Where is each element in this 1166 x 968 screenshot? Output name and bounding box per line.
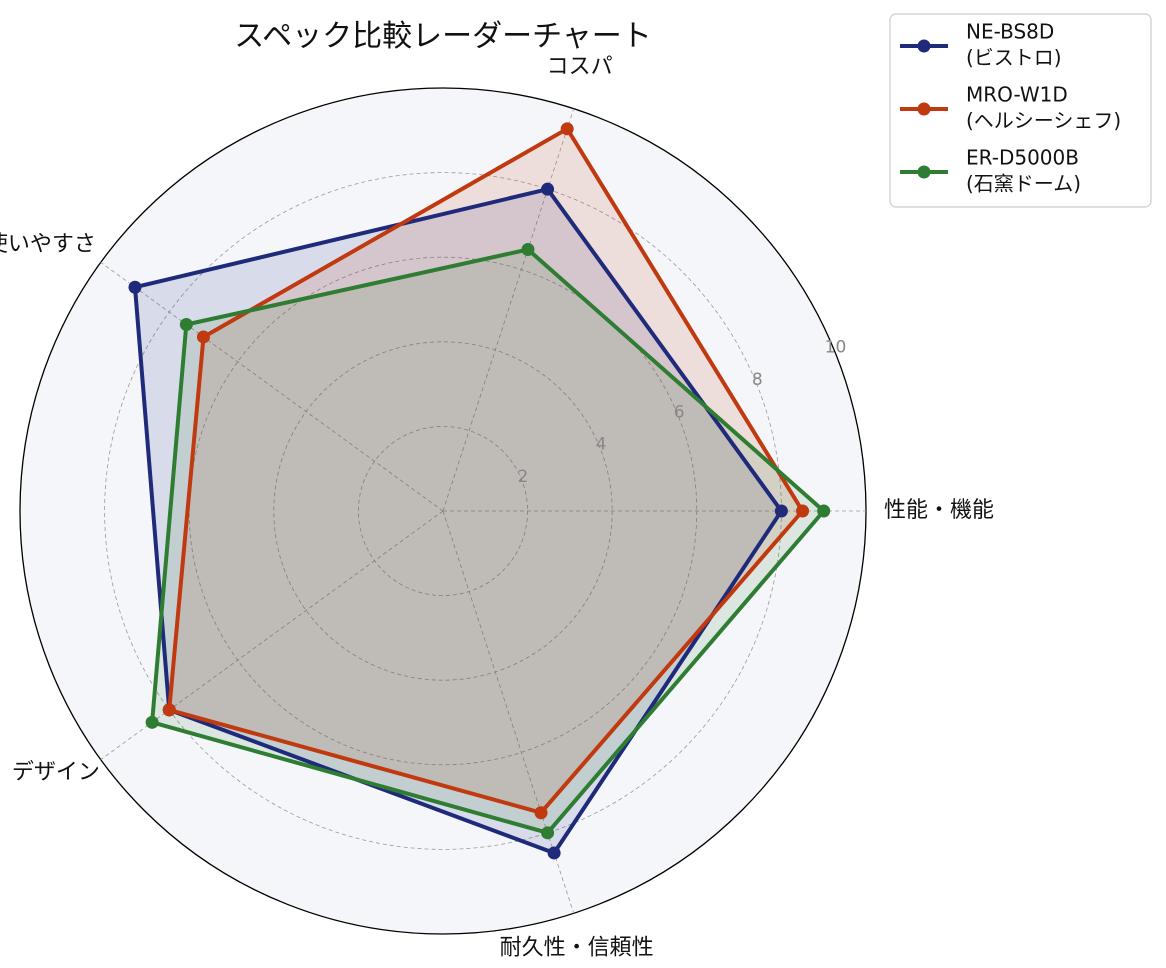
spoke-3 [100,510,444,760]
axis-label-3: デザイン [12,760,100,785]
legend-sublabel-er-d5000b: (石窯ドーム) [966,172,1081,196]
r-tick-label-2: 2 [517,467,528,487]
legend-marker-mro-w1d [917,102,931,116]
r-tick-label-10: 10 [825,338,847,358]
series-line-ne-bs8d [133,187,784,855]
data-point-mro-w1d-0 [796,504,810,518]
axis-label-4: 耐久性・信頼性 [500,936,654,961]
data-point-er-d5000b-1 [521,243,535,257]
r-tick-label-8: 8 [752,370,763,390]
legend-marker-ne-bs8d [917,39,931,53]
data-point-ne-bs8d-4 [547,846,561,860]
data-point-ne-bs8d-1 [541,182,555,196]
axis-label-layer: 性能・機能 コスパ使いやすさデザイン耐久性・信頼性 [0,54,994,960]
legend: NE-BS8D(ビストロ) MRO-W1D(ヘルシーシェフ) ER-D5000B(石… [889,13,1152,208]
data-point-mro-w1d-1 [560,122,574,136]
data-point-ne-bs8d-2 [128,280,142,294]
data-point-mro-w1d-4 [534,806,548,820]
spoke-4 [442,510,575,914]
axis-label-1: コスパ [547,54,613,79]
series-fill-er-d5000b [152,249,824,833]
legend-box [889,13,1152,208]
data-point-mro-w1d-2 [196,330,210,344]
series-fill-ne-bs8d [135,189,782,853]
legend-marker-er-d5000b [917,165,931,179]
series-fill-mro-w1d [169,128,803,813]
legend-label-er-d5000b: ER-D5000B [966,146,1079,170]
series-line-mro-w1d [167,126,805,815]
legend-label-mro-w1d: MRO-W1D [966,83,1068,107]
series-line-er-d5000b [150,247,826,835]
r-tick-label-6: 6 [674,402,685,422]
spoke-2 [100,262,444,512]
chart-title: スペック比較レーダーチャート [234,19,652,54]
data-point-er-d5000b-0 [817,504,831,518]
legend-items: NE-BS8D(ビストロ) MRO-W1D(ヘルシーシェフ) ER-D5000B(石… [900,20,1121,196]
data-point-mro-w1d-3 [162,703,176,717]
spoke-1 [442,108,575,512]
tick-layer: 2 4 6 8 10 [517,338,846,488]
axis-label-2: 使いやすさ [0,232,96,257]
r-tick-label-4: 4 [596,435,607,455]
series-layer [128,122,831,860]
data-point-er-d5000b-3 [145,715,159,729]
legend-label-ne-bs8d: NE-BS8D [966,20,1054,44]
legend-sublabel-ne-bs8d: (ビストロ) [966,46,1062,70]
data-point-er-d5000b-4 [541,826,555,840]
data-point-ne-bs8d-0 [774,504,788,518]
legend-sublabel-mro-w1d: (ヘルシーシェフ) [966,109,1121,133]
axis-label-0: 性能・機能 [884,498,994,523]
data-point-er-d5000b-2 [179,318,193,332]
